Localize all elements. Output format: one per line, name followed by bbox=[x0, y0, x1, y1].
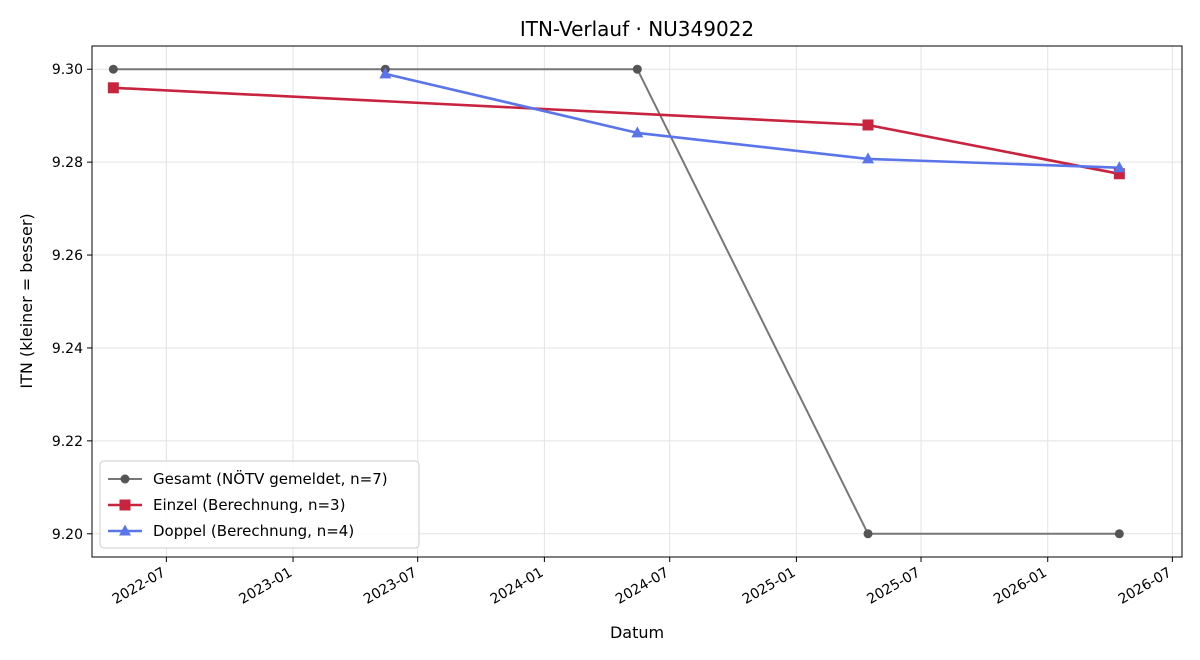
data-point-2 bbox=[631, 126, 644, 138]
x-axis-ticks: 2022-07 2023-01 2023-07 2024-01 2024-07 2025-… bbox=[110, 557, 1175, 608]
x-tick-label: 2025-01 bbox=[740, 565, 799, 608]
legend-marker-2 bbox=[119, 524, 131, 536]
legend-box bbox=[99, 460, 420, 549]
plot-frame bbox=[91, 45, 1183, 558]
x-tick-label: 2026-01 bbox=[991, 565, 1050, 608]
legend-entry-1: Einzel (Berechnung, n=3) bbox=[153, 496, 345, 514]
y-tick-label: 9.22 bbox=[52, 434, 83, 450]
data-point-0 bbox=[863, 529, 873, 539]
y-tick-label: 9.28 bbox=[52, 155, 83, 171]
x-tick-label: 2026-07 bbox=[1116, 565, 1175, 608]
legend-marker-0 bbox=[120, 474, 130, 484]
x-tick-label: 2025-07 bbox=[864, 565, 923, 608]
x-tick-label: 2022-07 bbox=[110, 565, 169, 608]
legend-entry-0: Gesamt (NÖTV gemeldet, n=7) bbox=[153, 469, 388, 488]
data-point-0 bbox=[108, 64, 118, 74]
data-point-2 bbox=[1113, 161, 1126, 173]
data-point-2 bbox=[379, 67, 392, 79]
data-point-2 bbox=[862, 152, 875, 164]
x-axis-label: Datum bbox=[610, 623, 664, 642]
x-tick-label: 2023-07 bbox=[361, 565, 420, 608]
data-point-1 bbox=[107, 82, 119, 94]
legend-entry-2: Doppel (Berechnung, n=4) bbox=[153, 522, 354, 540]
data-point-1 bbox=[1113, 168, 1125, 180]
y-axis-label: ITN (kleiner = besser) bbox=[17, 213, 36, 388]
x-tick-label: 2024-01 bbox=[488, 565, 547, 608]
y-tick-label: 9.30 bbox=[52, 62, 83, 78]
data-point-1 bbox=[862, 119, 874, 131]
x-tick-label: 2024-07 bbox=[613, 565, 672, 608]
y-axis-ticks: 9.20 9.22 9.24 9.26 9.28 9.30 bbox=[52, 62, 92, 543]
data-point-0 bbox=[632, 64, 642, 74]
chart-title: ITN-Verlauf · NU349022 bbox=[520, 17, 754, 41]
series-markers bbox=[107, 64, 1126, 539]
legend: Gesamt (NÖTV gemeldet, n=7) Einzel (Berec… bbox=[99, 460, 420, 549]
y-tick-label: 9.26 bbox=[52, 248, 83, 264]
y-tick-label: 9.24 bbox=[52, 341, 83, 357]
legend-marker-1 bbox=[119, 499, 131, 511]
series-line-2 bbox=[385, 72, 1120, 169]
series-line-1 bbox=[113, 86, 1120, 176]
x-tick-label: 2023-01 bbox=[236, 565, 295, 608]
data-point-0 bbox=[1114, 529, 1124, 539]
y-tick-label: 9.20 bbox=[52, 527, 83, 543]
